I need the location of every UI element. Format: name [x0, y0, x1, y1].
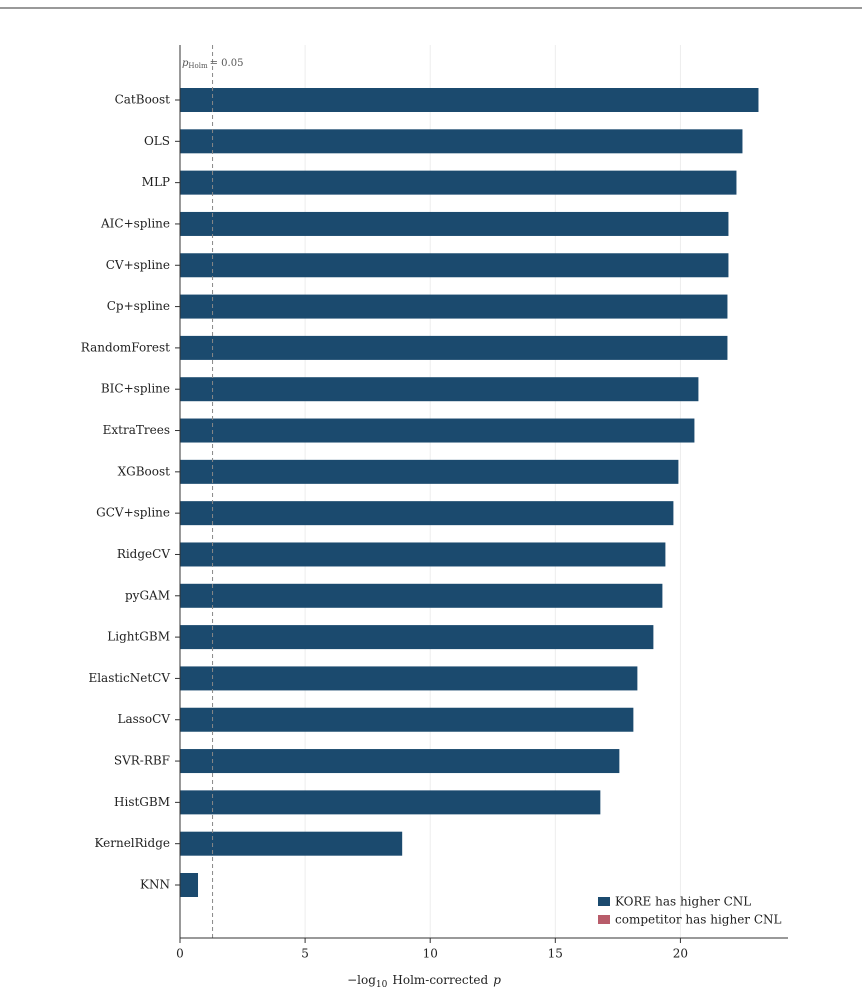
bar [180, 501, 674, 526]
x-tick-label: 10 [423, 947, 438, 961]
y-tick-label: CatBoost [115, 93, 171, 107]
y-tick-label: Cp+spline [107, 299, 170, 313]
x-tick-label: 5 [301, 947, 309, 961]
threshold-label: pHolm = 0.05 [182, 58, 243, 71]
bar [180, 831, 403, 856]
label-part: Holm [188, 62, 208, 70]
y-tick-label: AIC+spline [100, 216, 170, 230]
label-part: p [182, 58, 189, 69]
bar [180, 790, 601, 815]
bar [180, 459, 679, 484]
x-tick-label: 20 [673, 947, 688, 961]
y-tick-label: XGBoost [118, 464, 171, 478]
bar [180, 625, 654, 650]
bar [180, 335, 728, 360]
bar [180, 542, 666, 567]
y-tick-label: MLP [142, 175, 170, 189]
y-tick-label: HistGBM [114, 795, 170, 809]
x-axis-label: −log10 Holm-corrected p [347, 973, 501, 990]
legend-label: competitor has higher CNL [615, 913, 782, 927]
y-tick-label: LightGBM [107, 630, 170, 644]
y-tick-label: SVR-RBF [114, 754, 170, 768]
label-part: p [493, 973, 501, 987]
y-tick-label: RidgeCV [117, 547, 171, 561]
legend-swatch [598, 897, 610, 906]
y-tick-label: CV+spline [106, 258, 170, 272]
bar [180, 129, 743, 154]
bar [180, 88, 759, 112]
y-tick-label: ExtraTrees [103, 423, 170, 437]
y-tick-label: KernelRidge [95, 836, 171, 850]
legend-swatch [598, 915, 610, 924]
bar [180, 873, 199, 897]
bar [180, 170, 737, 195]
y-tick-label: ElasticNetCV [88, 671, 170, 685]
y-tick-label: LassoCV [117, 712, 170, 726]
y-tick-label: GCV+spline [96, 506, 170, 520]
y-tick-label: OLS [144, 134, 170, 148]
bar [180, 377, 699, 402]
bar [180, 294, 728, 319]
label-part: = 0.05 [210, 58, 244, 69]
bar [180, 418, 695, 443]
bar [180, 253, 729, 278]
y-tick-label: BIC+spline [101, 382, 170, 396]
x-tick-label: 15 [548, 947, 563, 961]
y-tick-label: pyGAM [125, 588, 170, 602]
bar [180, 666, 638, 691]
bar [180, 583, 663, 608]
y-tick-label: KNN [140, 878, 170, 892]
label-part: Holm-corrected [392, 973, 488, 987]
bar [180, 707, 634, 732]
label-part: −log [347, 973, 376, 987]
bar [180, 211, 729, 236]
x-tick-label: 0 [176, 947, 184, 961]
legend-label: KORE has higher CNL [615, 895, 751, 909]
bar [180, 749, 620, 774]
y-tick-label: RandomForest [81, 340, 170, 354]
label-part: 10 [376, 980, 388, 990]
